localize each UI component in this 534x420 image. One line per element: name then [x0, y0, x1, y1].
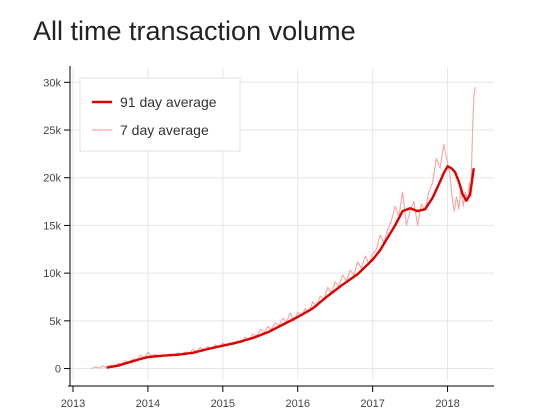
legend-entry-91-day-label: 91 day average: [120, 94, 217, 110]
y-tick-label: 15k: [43, 220, 61, 232]
y-tick-label: 30k: [43, 77, 61, 89]
legend-box: [79, 77, 241, 152]
y-tick-label: 20k: [43, 173, 61, 185]
x-tick-label: 2013: [61, 398, 85, 410]
y-tick-label: 0: [55, 364, 61, 376]
x-tick-label: 2014: [136, 398, 160, 410]
x-tick-label: 2018: [435, 398, 459, 410]
series-lines: [91, 87, 476, 370]
x-tick-label: 2015: [211, 398, 235, 410]
series-91-day-average-line: [106, 165, 475, 369]
x-tick-label: 2016: [285, 398, 309, 410]
chart-title: All time transaction volume: [33, 16, 356, 46]
y-tick-label: 5k: [49, 316, 61, 328]
axes: 0 5k 10k 15k 20k 25k 30k 2013 2014 2015 2016 2017 20…: [43, 66, 494, 410]
legend: 91 day average 7 day average: [79, 77, 241, 152]
x-tick-label: 2017: [360, 398, 384, 410]
y-tick-label: 10k: [43, 268, 61, 280]
y-tick-label: 25k: [43, 125, 61, 137]
legend-entry-7-day-label: 7 day average: [120, 122, 209, 138]
